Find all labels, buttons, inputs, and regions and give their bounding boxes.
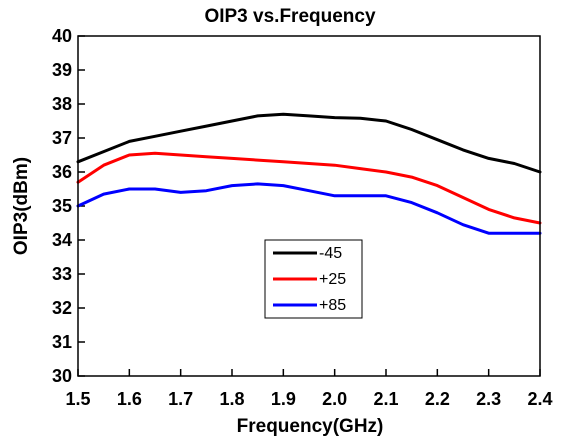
legend-label: +25	[319, 271, 346, 288]
chart-title: OIP3 vs.Frequency	[204, 6, 376, 27]
y-tick-label: 31	[52, 332, 72, 352]
y-tick-label: 32	[52, 298, 72, 318]
x-tick-label: 2.3	[476, 389, 501, 409]
y-tick-label: 33	[52, 264, 72, 284]
x-tick-label: 1.5	[65, 389, 90, 409]
series-line	[76, 151, 542, 225]
x-tick-label: 1.8	[219, 389, 244, 409]
y-axis-label: OIP3(dBm)	[11, 157, 32, 255]
series-line	[76, 112, 542, 174]
y-tick-label: 30	[52, 366, 72, 386]
y-tick-label: 35	[52, 196, 72, 216]
legend-label: +85	[319, 297, 346, 314]
plot-frame	[77, 35, 541, 377]
y-tick-label: 37	[52, 128, 72, 148]
y-tick-label: 36	[52, 162, 72, 182]
x-axis-label: Frequency(GHz)	[237, 416, 384, 437]
y-tick-label: 39	[52, 60, 72, 80]
series-line	[76, 182, 542, 235]
y-tick-label: 38	[52, 94, 72, 114]
x-tick-label: 2.1	[373, 389, 398, 409]
x-tick-label: 2.4	[527, 389, 552, 409]
x-tick-label: 1.7	[168, 389, 193, 409]
legend-label: -45	[319, 245, 342, 262]
x-tick-label: 2.2	[425, 389, 450, 409]
x-tick-label: 2.0	[322, 389, 347, 409]
x-tick-label: 1.6	[117, 389, 142, 409]
x-tick-label: 1.9	[271, 389, 296, 409]
y-tick-label: 34	[52, 230, 72, 250]
y-tick-label: 40	[52, 26, 72, 46]
